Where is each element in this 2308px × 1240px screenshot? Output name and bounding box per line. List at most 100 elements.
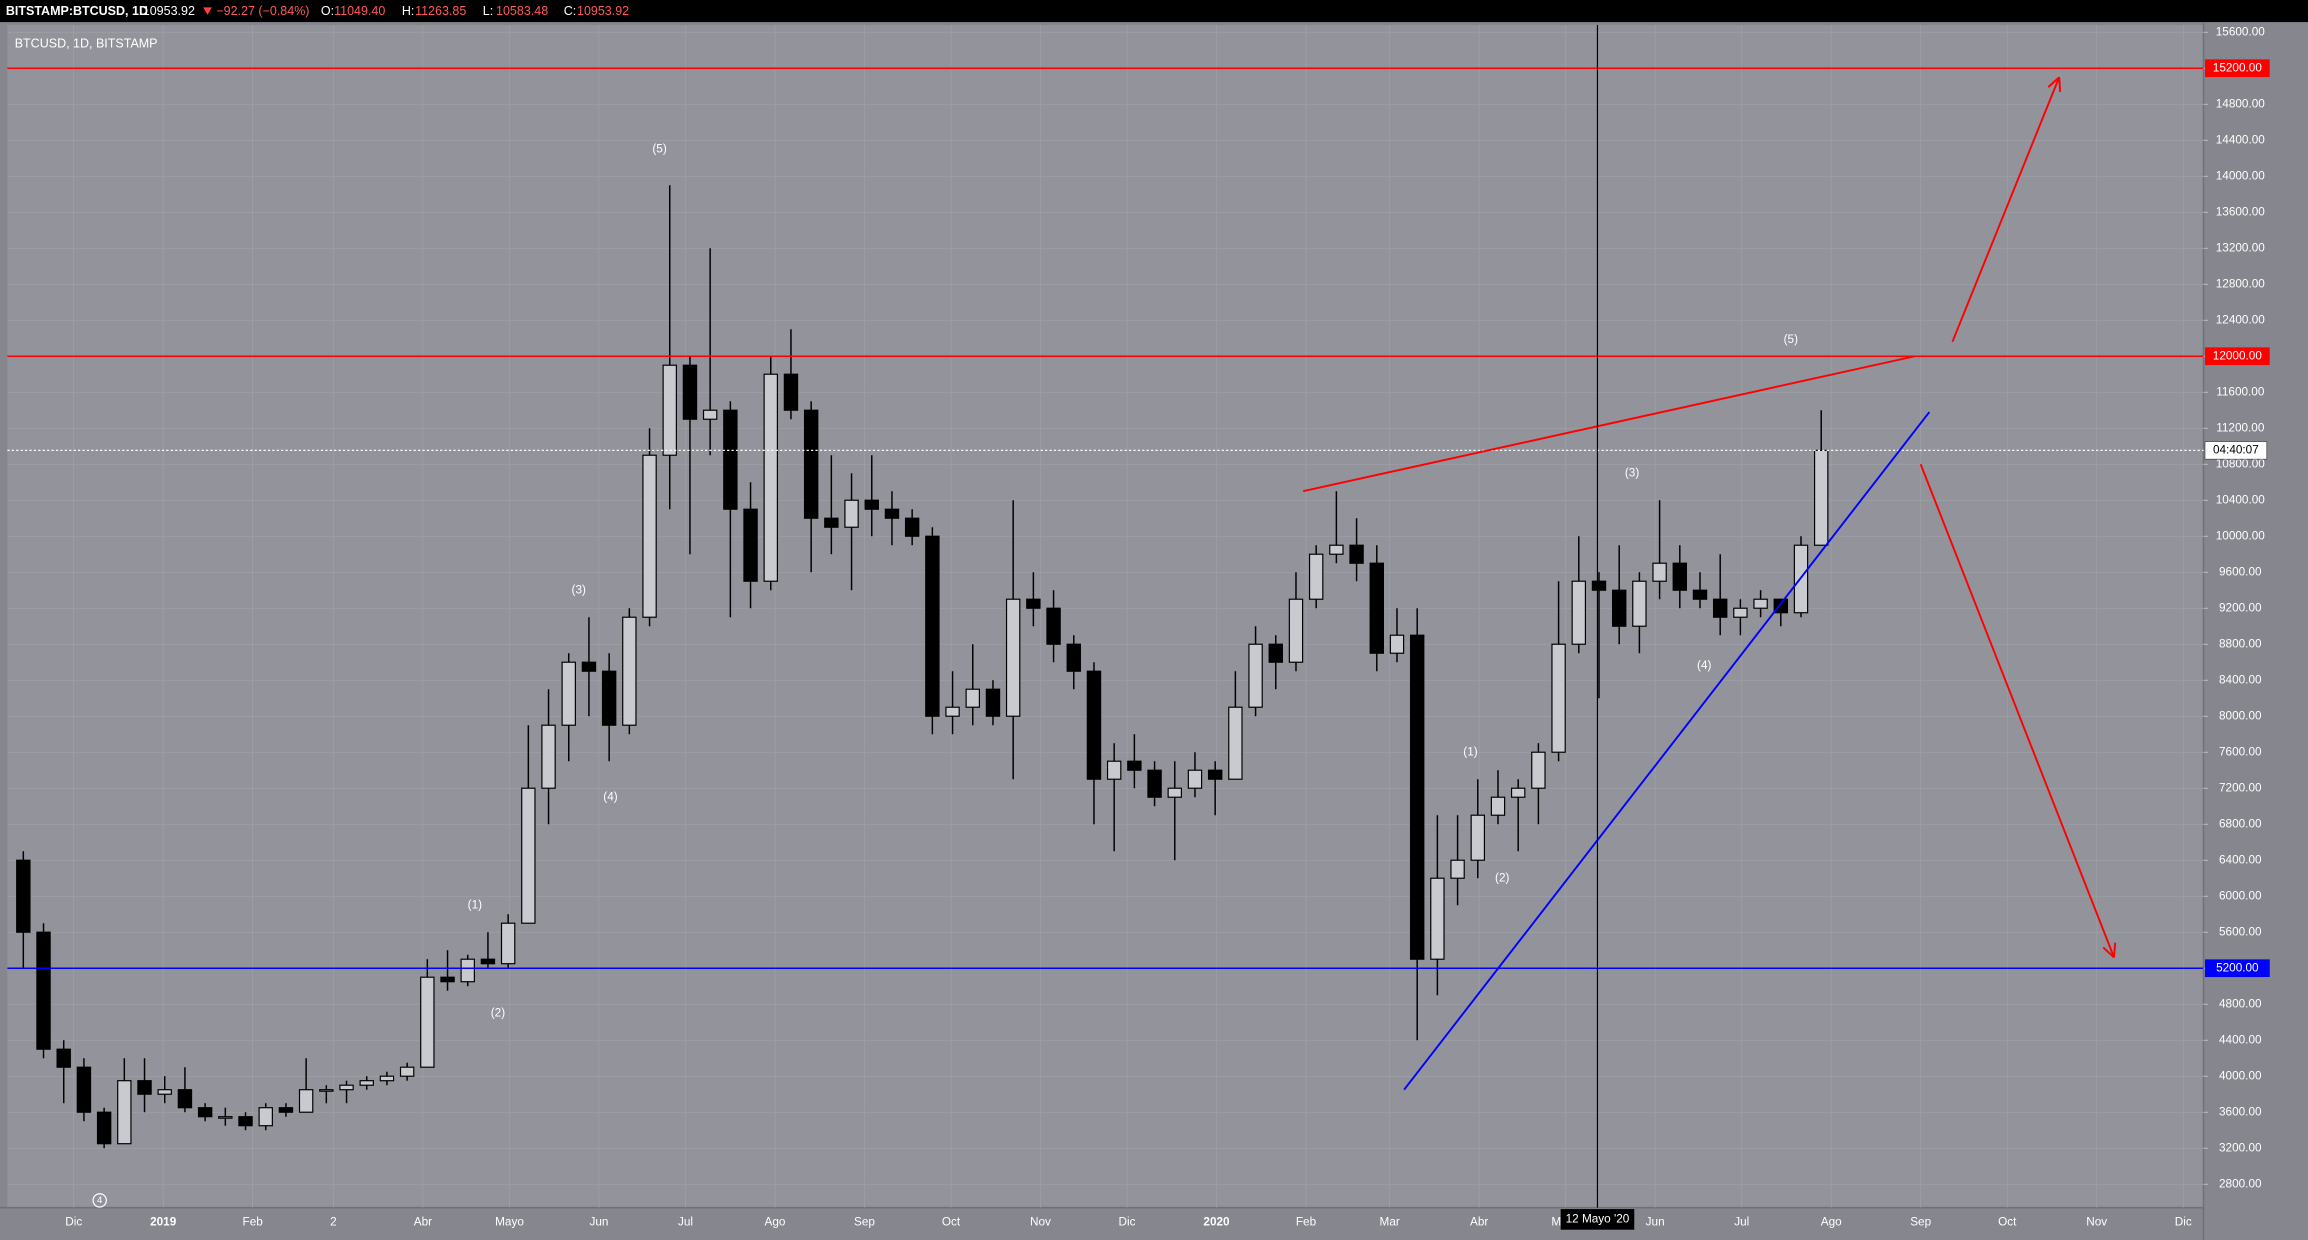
candle-body	[319, 1089, 334, 1092]
candle-body	[1591, 580, 1607, 591]
trend-line	[1919, 463, 2115, 958]
level-label: 5200.00	[2216, 961, 2259, 974]
candle-body	[1611, 589, 1627, 627]
candle-body	[803, 409, 819, 519]
candle-body	[1288, 598, 1304, 663]
candle-body	[723, 409, 738, 510]
candle-body	[864, 499, 879, 510]
x-tick-label: Nov	[1030, 1215, 1051, 1228]
wave-label: (2)	[491, 1006, 505, 1019]
y-tick-label: 4800.00	[2219, 997, 2262, 1010]
y-tick-label: 14000.00	[2216, 169, 2266, 182]
x-tick-label: Nov	[2086, 1215, 2107, 1228]
wave-label: (5)	[652, 142, 666, 155]
candle-body	[1369, 562, 1384, 654]
candle-body	[1329, 544, 1344, 555]
candle-body	[783, 373, 799, 411]
candle-body	[339, 1084, 354, 1091]
y-tick-label: 13600.00	[2216, 205, 2266, 218]
y-tick-label: 8400.00	[2219, 673, 2262, 686]
candle-body	[1490, 796, 1506, 816]
plot-area	[7, 25, 2204, 1208]
candle-body	[1127, 760, 1142, 771]
candle-body	[1106, 760, 1122, 780]
candle-body	[965, 688, 980, 708]
candle-body	[662, 364, 677, 456]
candle-body	[1026, 598, 1041, 609]
candle-body	[500, 922, 516, 965]
candle-body	[1248, 643, 1263, 708]
ohlc-label: L:	[483, 4, 493, 18]
candle-body	[1632, 580, 1647, 627]
candle-body	[1753, 598, 1768, 609]
y-tick-label: 9200.00	[2219, 601, 2262, 614]
candle-body	[601, 670, 617, 726]
x-tick-label: Sep	[854, 1215, 875, 1228]
y-tick-label: 13200.00	[2216, 241, 2266, 254]
candle-body	[1450, 859, 1465, 879]
x-tick-label: Dic	[2175, 1215, 2192, 1228]
ohlc-label: H:	[402, 4, 414, 18]
y-tick-label: 6000.00	[2219, 889, 2262, 902]
candle-body	[1510, 787, 1526, 798]
candle-body	[1733, 607, 1748, 618]
crosshair-label-box	[1560, 1209, 1635, 1230]
header-bar	[0, 0, 2308, 23]
y-tick-label: 5600.00	[2219, 925, 2262, 938]
overlays: 15200.00 12000.00 5200.00 04:40:07 (5) (3) (4)…	[7, 25, 2270, 1230]
candle-body	[1551, 643, 1566, 753]
x-tick-label: Dic	[65, 1215, 82, 1228]
candle-body	[1308, 553, 1324, 600]
candle-body	[96, 1111, 112, 1145]
candle-body	[763, 373, 778, 582]
ohlc-value: 10583.48	[496, 4, 548, 18]
candle-body	[682, 364, 698, 420]
candle-body	[56, 1048, 71, 1068]
candle-body	[1389, 634, 1405, 654]
y-tick-label: 7200.00	[2219, 781, 2262, 794]
candle-body	[561, 661, 576, 726]
countdown-box	[2204, 441, 2268, 460]
candle-body	[1066, 643, 1081, 672]
candle-body	[1470, 814, 1486, 861]
candle-body	[379, 1075, 395, 1082]
x-tick-label: Feb	[1296, 1215, 1317, 1228]
arrow-head	[2047, 76, 2060, 88]
y-tick-label: 15600.00	[2216, 25, 2266, 38]
y-tick-label: 11600.00	[2216, 385, 2265, 398]
candle-body	[985, 688, 1001, 717]
candle-body	[1652, 562, 1667, 582]
candle-body	[1813, 449, 1829, 546]
candle-body	[238, 1116, 253, 1127]
ohlc-value: 11049.40	[334, 4, 385, 18]
y-tick-label: 8000.00	[2219, 709, 2262, 722]
ohlc-value: 11263.85	[415, 4, 466, 18]
candle-body	[1531, 751, 1546, 789]
candle-body	[1005, 598, 1021, 717]
y-tick-label: 2800.00	[2219, 1177, 2262, 1190]
countdown: 04:40:07	[2213, 443, 2259, 456]
down-triangle	[203, 7, 212, 15]
y-tick-label: 6400.00	[2219, 853, 2262, 866]
candle-body	[1207, 769, 1223, 780]
candle-body	[76, 1066, 92, 1113]
last-price: 10953.92	[143, 4, 195, 18]
x-tick-label: Abr	[414, 1215, 432, 1228]
candle-body	[218, 1116, 233, 1119]
x-tick-label: 2020	[1203, 1215, 1230, 1228]
candle-body	[1228, 706, 1243, 780]
symbol: BITSTAMP:BTCUSD, 1D	[6, 4, 148, 18]
y-tick-label: 10800.00	[2216, 457, 2266, 470]
candle-body	[117, 1080, 132, 1145]
arrow-head	[2102, 946, 2115, 959]
candle-body	[399, 1066, 415, 1077]
candle-body	[298, 1089, 314, 1113]
x-tick-label: Oct	[942, 1215, 961, 1228]
x-tick-label: Jul	[678, 1215, 693, 1228]
y-tick-label: 3600.00	[2219, 1105, 2262, 1118]
candle-body	[258, 1107, 273, 1127]
candle-body	[1430, 877, 1445, 960]
crosshair-label: 12 Mayo '20	[1566, 1212, 1630, 1225]
candle-body	[1571, 580, 1587, 645]
wave-label: (3)	[1625, 466, 1639, 479]
